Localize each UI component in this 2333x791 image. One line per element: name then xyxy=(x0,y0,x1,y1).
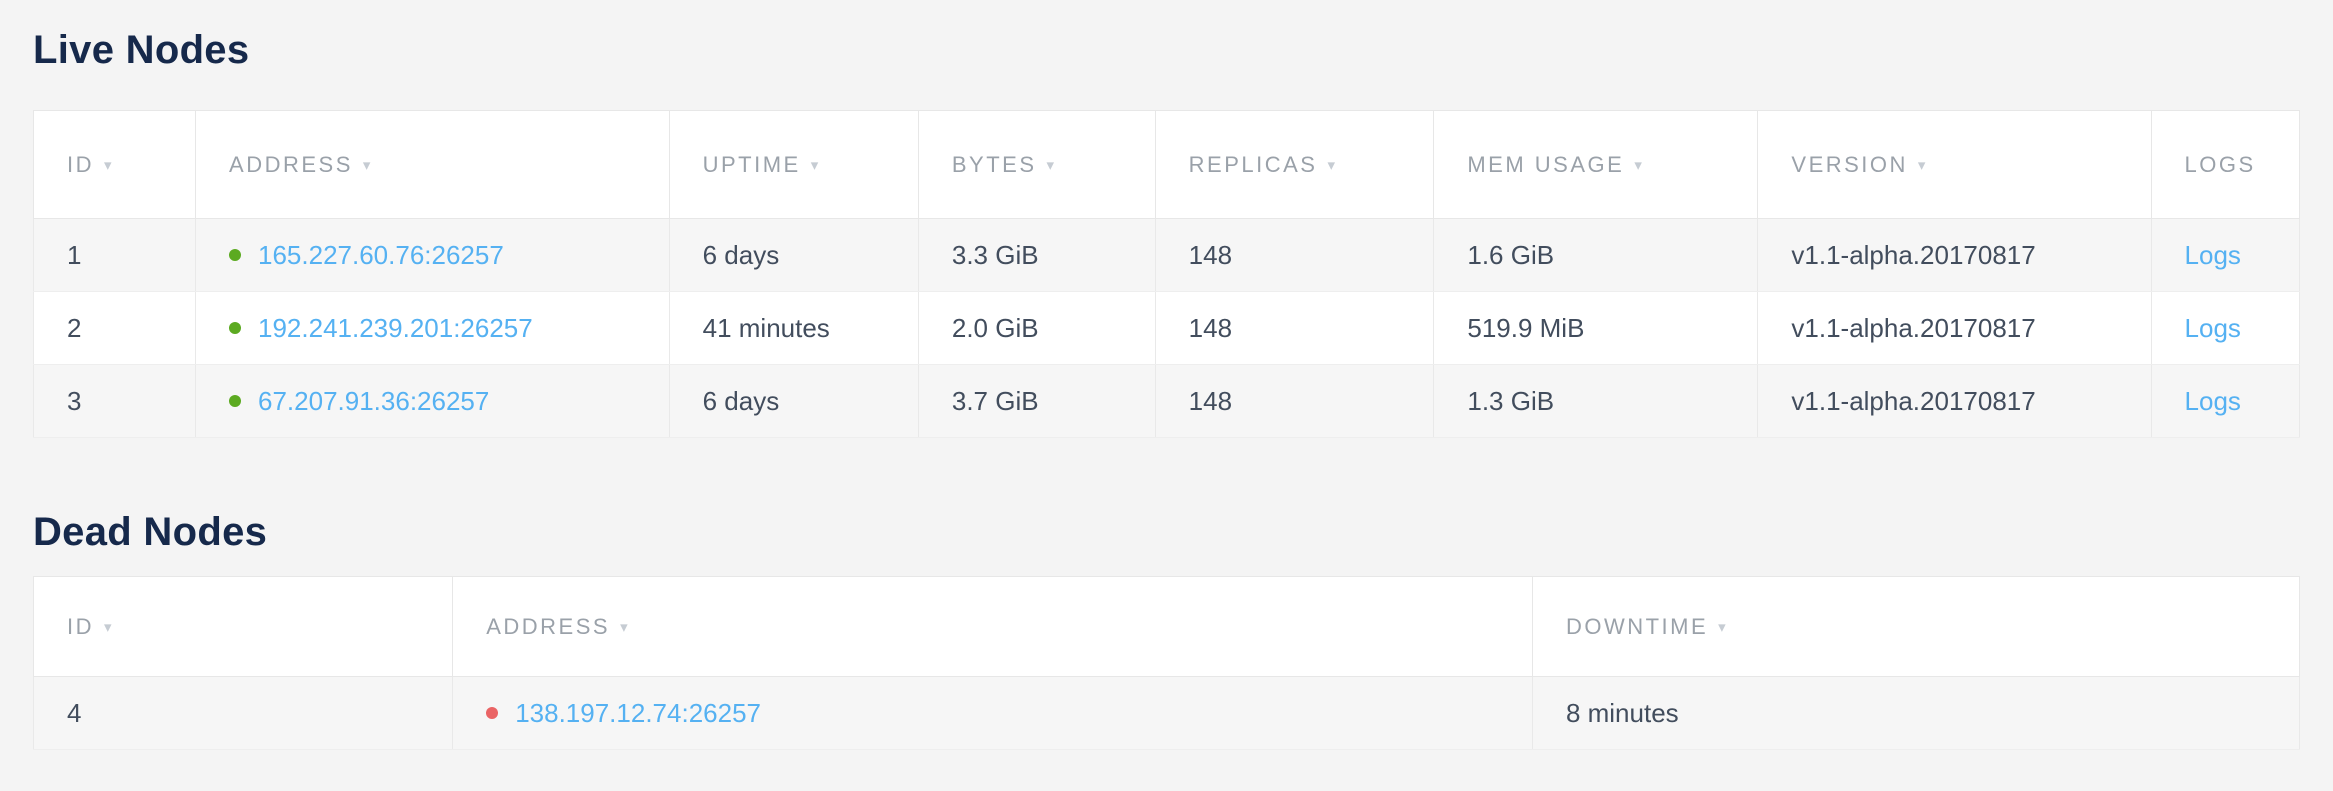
node-replicas-cell: 148 xyxy=(1154,291,1435,365)
column-header-label: BYTES xyxy=(951,151,1037,177)
node-id-cell: 1 xyxy=(32,218,197,292)
column-header-label: DOWNTIME xyxy=(1565,613,1709,639)
live-status-dot-icon xyxy=(229,321,242,334)
live-status-dot-icon xyxy=(229,248,242,261)
node-address-link[interactable]: 192.241.239.201:26257 xyxy=(258,312,533,343)
column-header-replicas[interactable]: REPLICAS ▾ xyxy=(1154,110,1435,219)
dead-header-row: ID ▾ ADDRESS ▾ DOWNTIME ▾ xyxy=(32,576,2301,677)
node-bytes-cell: 3.7 GiB xyxy=(917,364,1156,438)
dead-nodes-title: Dead Nodes xyxy=(33,510,268,554)
dead-status-dot-icon xyxy=(486,706,499,719)
column-header-label: ADDRESS xyxy=(229,151,353,177)
sort-arrow-icon: ▾ xyxy=(620,618,628,636)
node-version-cell: v1.1-alpha.20170817 xyxy=(1757,364,2152,438)
column-header-label: REPLICAS xyxy=(1188,151,1318,177)
column-header-label: ADDRESS xyxy=(486,613,611,639)
node-id-cell: 4 xyxy=(32,676,454,750)
logs-link[interactable]: Logs xyxy=(2184,239,2241,270)
node-address-cell: 165.227.60.76:26257 xyxy=(195,218,670,292)
sort-arrow-icon: ▾ xyxy=(362,156,371,174)
node-uptime-cell: 41 minutes xyxy=(668,291,919,365)
live-nodes-table: ID ▾ ADDRESS ▾ UPTIME ▾ BYTES ▾ REPLICAS ▾ ME… xyxy=(32,110,2301,438)
sort-arrow-icon: ▾ xyxy=(1634,156,1642,174)
column-header-uptime[interactable]: UPTIME ▾ xyxy=(668,110,919,219)
node-version-cell: v1.1-alpha.20170817 xyxy=(1757,218,2152,292)
table-row: 3 67.207.91.36:26257 6 days 3.7 GiB 148 … xyxy=(32,364,2301,438)
node-id-cell: 2 xyxy=(32,291,197,365)
column-header-id[interactable]: ID ▾ xyxy=(32,110,197,219)
node-address-cell: 67.207.91.36:26257 xyxy=(195,364,670,438)
column-header-bytes[interactable]: BYTES ▾ xyxy=(917,110,1156,219)
node-id-cell: 3 xyxy=(32,364,197,438)
column-header-address[interactable]: ADDRESS ▾ xyxy=(452,576,1533,677)
column-header-label: VERSION xyxy=(1791,151,1908,177)
node-downtime-cell: 8 minutes xyxy=(1531,676,2301,750)
node-uptime-cell: 6 days xyxy=(668,218,919,292)
column-header-version[interactable]: VERSION ▾ xyxy=(1757,110,2152,219)
node-mem-usage-cell: 1.6 GiB xyxy=(1433,218,1759,292)
node-uptime-cell: 6 days xyxy=(668,364,919,438)
sort-arrow-icon: ▾ xyxy=(104,156,112,174)
node-address-cell: 138.197.12.74:26257 xyxy=(452,676,1533,750)
node-logs-cell: Logs xyxy=(2150,218,2301,292)
column-header-id[interactable]: ID ▾ xyxy=(32,576,454,677)
column-header-downtime[interactable]: DOWNTIME ▾ xyxy=(1531,576,2301,677)
column-header-label: LOGS xyxy=(2184,151,2256,177)
dead-nodes-section: Dead Nodes ID ▾ ADDRESS ▾ DOWNTIME ▾ 4 138.… xyxy=(32,510,2301,750)
node-address-cell: 192.241.239.201:26257 xyxy=(195,291,670,365)
sort-arrow-icon: ▾ xyxy=(1718,618,1726,636)
sort-arrow-icon: ▾ xyxy=(1046,156,1055,174)
column-header-address[interactable]: ADDRESS ▾ xyxy=(195,110,670,219)
column-header-label: UPTIME xyxy=(702,151,801,177)
column-header-label: ID xyxy=(67,613,94,639)
table-row: 2 192.241.239.201:26257 41 minutes 2.0 G… xyxy=(32,291,2301,365)
live-header-row: ID ▾ ADDRESS ▾ UPTIME ▾ BYTES ▾ REPLICAS ▾ ME… xyxy=(32,110,2301,219)
node-mem-usage-cell: 1.3 GiB xyxy=(1433,364,1759,438)
column-header-label: ID xyxy=(67,151,94,177)
live-nodes-title: Live Nodes xyxy=(33,28,250,72)
logs-link[interactable]: Logs xyxy=(2184,385,2241,416)
table-row: 4 138.197.12.74:26257 8 minutes xyxy=(32,676,2301,750)
cluster-nodes-page: Live Nodes ID ▾ ADDRESS ▾ UPTIME ▾ BYTES ▾ R… xyxy=(0,28,2333,750)
node-version-cell: v1.1-alpha.20170817 xyxy=(1757,291,2152,365)
node-logs-cell: Logs xyxy=(2150,291,2301,365)
node-address-link[interactable]: 165.227.60.76:26257 xyxy=(258,239,504,270)
node-address-link[interactable]: 67.207.91.36:26257 xyxy=(258,385,490,416)
logs-link[interactable]: Logs xyxy=(2184,312,2241,343)
sort-arrow-icon: ▾ xyxy=(1917,156,1926,174)
sort-arrow-icon: ▾ xyxy=(810,156,819,174)
column-header-mem-usage[interactable]: MEM USAGE ▾ xyxy=(1433,110,1759,219)
sort-arrow-icon: ▾ xyxy=(1327,156,1336,174)
node-replicas-cell: 148 xyxy=(1154,364,1435,438)
node-replicas-cell: 148 xyxy=(1154,218,1435,292)
node-address-link[interactable]: 138.197.12.74:26257 xyxy=(515,697,761,728)
node-bytes-cell: 2.0 GiB xyxy=(917,291,1156,365)
node-bytes-cell: 3.3 GiB xyxy=(917,218,1156,292)
column-header-logs: LOGS xyxy=(2150,110,2301,219)
dead-nodes-table: ID ▾ ADDRESS ▾ DOWNTIME ▾ 4 138.197.12.74:2… xyxy=(32,576,2301,750)
live-status-dot-icon xyxy=(229,394,242,407)
node-logs-cell: Logs xyxy=(2150,364,2301,438)
node-mem-usage-cell: 519.9 MiB xyxy=(1433,291,1759,365)
sort-arrow-icon: ▾ xyxy=(104,618,112,636)
table-row: 1 165.227.60.76:26257 6 days 3.3 GiB 148… xyxy=(32,218,2301,292)
column-header-label: MEM USAGE xyxy=(1467,151,1625,177)
live-nodes-section: Live Nodes ID ▾ ADDRESS ▾ UPTIME ▾ BYTES ▾ R… xyxy=(32,28,2301,438)
